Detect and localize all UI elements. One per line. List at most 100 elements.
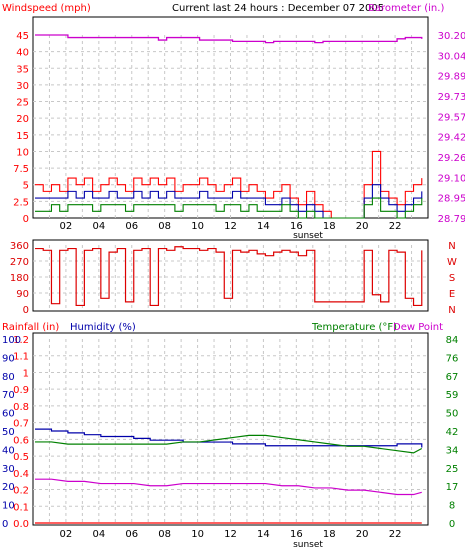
wind-xtick: 06	[125, 221, 138, 232]
rain-ytick-left: 1.2	[13, 335, 29, 346]
rain-xtick: 12	[224, 529, 237, 540]
rain-ytick-right: 59	[446, 390, 459, 401]
wind-xtick: 18	[323, 221, 336, 232]
rain-ytick-right: 25	[446, 464, 459, 475]
rain-ytick-left: 1	[23, 368, 29, 379]
dir-ytick-right: N	[448, 241, 455, 252]
rain-ytick-left2: 70	[2, 390, 15, 401]
series-layer	[35, 34, 423, 524]
wind-ytick-right: 29.73	[438, 92, 465, 103]
rain-ytick-left: 0.1	[13, 502, 29, 513]
wind-ytick-left: 5	[23, 181, 29, 192]
dir-ytick-left: 90	[16, 289, 29, 300]
wind-ytick-left: 45	[16, 31, 29, 42]
wind-ytick-left: 30	[16, 81, 29, 92]
rain-xtick: 08	[158, 529, 171, 540]
rain-ytick-left: 0.9	[13, 385, 29, 396]
tick-labels: 02.557.5101520253035404528.7928.9529.102…	[2, 31, 465, 550]
wind-ytick-right: 29.89	[438, 72, 465, 83]
wind-ytick-left: 25	[16, 98, 29, 109]
rain-ytick-left2: 60	[2, 409, 15, 420]
wind-ytick-left: 40	[16, 48, 29, 59]
rain-ytick-left2: 20	[2, 482, 15, 493]
rain-ytick-right: 67	[446, 372, 459, 383]
rain-xtick: 06	[125, 529, 138, 540]
rain-ytick-left: 0.5	[13, 452, 29, 463]
rain-ytick-right: 34	[446, 445, 459, 456]
rain-ytick-left2: 40	[2, 445, 15, 456]
wind-xtick: 14	[257, 221, 270, 232]
rain-series-temperature-f-	[35, 434, 423, 454]
wind-ytick-left: 0	[23, 214, 29, 225]
wind-axis-title: Windspeed (mph)	[2, 3, 91, 14]
wind-ytick-right: 29.26	[438, 153, 465, 164]
rain-ytick-left: 0.7	[13, 419, 29, 430]
wind-ytick-left: 20	[16, 114, 29, 125]
dewpoint-axis-title: Dew Point	[393, 322, 443, 333]
rain-ytick-left: 0.2	[13, 486, 29, 497]
wind-ytick-left: 15	[16, 131, 29, 142]
rain-xtick: 18	[323, 529, 336, 540]
rain-ytick-left2: 90	[2, 353, 15, 364]
wind-sunset-label: sunset	[293, 231, 323, 241]
rain-xtick: 20	[356, 529, 369, 540]
rain-xtick: 22	[389, 529, 402, 540]
rain-ytick-left: 0.4	[13, 469, 29, 480]
rain-series-dew-point	[35, 478, 422, 496]
rain-xtick: 04	[92, 529, 105, 540]
rain-ytick-left2: 100	[2, 335, 21, 346]
wind-ytick-right: 28.79	[438, 214, 465, 225]
wind-ytick-right: 30.20	[438, 31, 465, 42]
rain-ytick-left2: 10	[2, 501, 15, 512]
humidity-axis-title: Humidity (%)	[70, 322, 136, 333]
wind-xtick: 22	[389, 221, 402, 232]
dir-ytick-right: S	[449, 273, 455, 284]
rain-series-humidity-	[35, 428, 423, 448]
dir-ytick-right: W	[447, 257, 457, 268]
direction-series	[35, 246, 423, 307]
rain-xtick: 02	[60, 529, 73, 540]
wind-ytick-left: 35	[16, 64, 29, 75]
dir-ytick-left: 180	[10, 273, 29, 284]
rain-ytick-left: 0.8	[13, 402, 29, 413]
wind-ytick-left: 7.5	[13, 164, 29, 175]
dir-ytick-left: 0	[23, 305, 29, 316]
wind-ytick-right: 30.04	[438, 51, 465, 62]
rain-ytick-left2: 0	[2, 519, 8, 530]
rain-ytick-right: 0	[449, 519, 455, 530]
wind-ytick-right: 29.10	[438, 173, 465, 184]
wind-xtick: 10	[191, 221, 204, 232]
wind-ytick-left: 2.5	[13, 197, 29, 208]
rain-ytick-left: 0.6	[13, 435, 29, 446]
wind-xtick: 16	[290, 221, 303, 232]
barometer-axis-title: Barometer (in.)	[368, 3, 444, 14]
rain-ytick-right: 8	[449, 501, 455, 512]
dir-ytick-left: 270	[10, 257, 29, 268]
rain-ytick-right: 17	[446, 482, 459, 493]
wind-ytick-right: 28.95	[438, 194, 465, 205]
wind-ytick-right: 29.57	[438, 112, 465, 123]
rain-ytick-right: 76	[446, 353, 459, 364]
wind-xtick: 12	[224, 221, 237, 232]
rain-ytick-left2: 30	[2, 464, 15, 475]
wind-xtick: 08	[158, 221, 171, 232]
chart-title: Current last 24 hours : December 07 2005	[172, 3, 384, 14]
rain-ytick-right: 42	[446, 427, 459, 438]
rain-ytick-left2: 50	[2, 427, 15, 438]
wind-series-barometer-in-	[35, 34, 423, 44]
wind-xtick: 02	[60, 221, 73, 232]
wind-series-wind-low	[35, 197, 423, 219]
rain-ytick-left: 1.1	[13, 352, 29, 363]
rain-xtick: 10	[191, 529, 204, 540]
dir-ytick-left: 360	[10, 241, 29, 252]
rain-xtick: 16	[290, 529, 303, 540]
dir-ytick-right: N	[448, 305, 455, 316]
rain-ytick-left: 0.0	[13, 519, 29, 530]
wind-xtick: 04	[92, 221, 105, 232]
rain-ytick-left2: 80	[2, 372, 15, 383]
rainfall-axis-title: Rainfall (in)	[2, 322, 59, 333]
rain-sunset-label: sunset	[293, 540, 323, 550]
rain-ytick-right: 50	[446, 409, 459, 420]
